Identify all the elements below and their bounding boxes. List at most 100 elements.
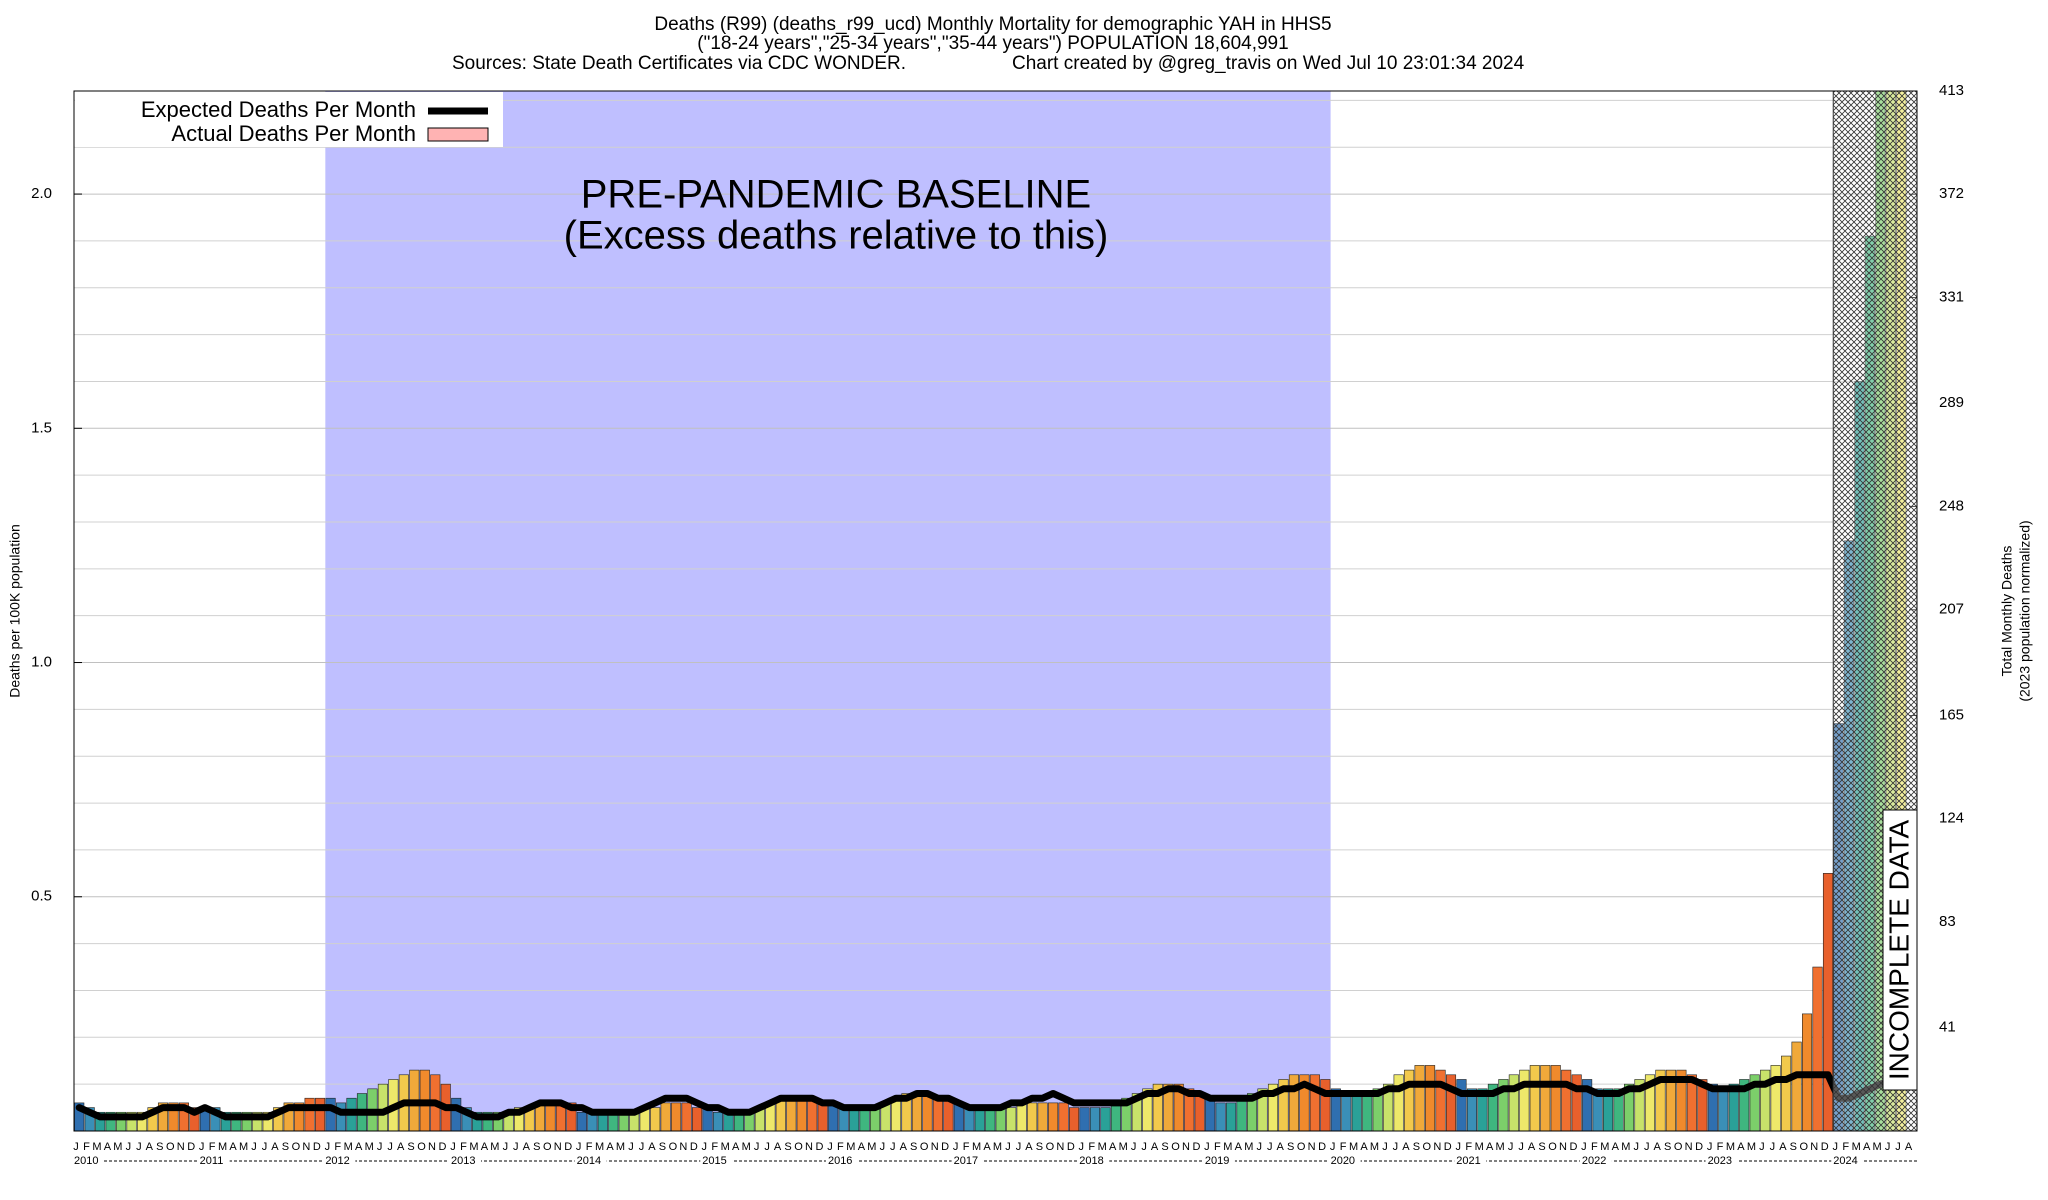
x-tick-label: M [595,1141,604,1153]
bar [932,1097,943,1131]
year-label: 2018 [1079,1155,1103,1167]
bar [681,1102,692,1131]
bar [1069,1107,1080,1131]
bar [1016,1102,1027,1131]
x-tick-label: M [1496,1141,1505,1153]
legend-swatch [427,127,489,142]
x-tick-label: J [1581,1141,1587,1153]
bar [1760,1069,1771,1131]
x-tick-label: O [1297,1141,1306,1153]
x-tick-label: N [1056,1141,1064,1153]
x-tick-label: A [1905,1141,1913,1153]
bar [671,1102,682,1131]
x-tick-label: A [104,1141,112,1153]
year-label-bg [574,1153,607,1169]
bar [325,1097,336,1131]
x-tick-label: J [377,1141,383,1153]
year-label-bg [951,1153,984,1169]
bar [1278,1079,1289,1131]
x-tick-label: O [166,1141,175,1153]
bar [451,1097,462,1131]
x-tick-label: N [679,1141,687,1153]
bar [901,1093,912,1131]
x-tick-label: M [1726,1141,1735,1153]
x-tick-label: J [953,1141,959,1153]
x-tick-label: S [784,1141,791,1153]
x-tick-label: F [963,1141,970,1153]
year-label-bg [1705,1153,1738,1169]
bar [1477,1088,1488,1131]
year-label: 2010 [74,1155,98,1167]
bar [1330,1088,1341,1131]
x-tick-label: S [659,1141,666,1153]
bar [712,1111,724,1131]
x-tick-label: J [1832,1141,1838,1153]
x-tick-label: A [1109,1141,1117,1153]
bar [1236,1097,1247,1131]
year-label-bg [72,1153,104,1169]
year-label-bg [197,1153,230,1169]
bar [1665,1069,1676,1131]
bar [1676,1069,1687,1131]
bar [1435,1069,1446,1131]
x-tick-label: J [1508,1141,1514,1153]
x-tick-label: J [1204,1141,1210,1153]
y-tick-label: 1.5 [31,419,52,436]
x-tick-label: J [1393,1141,1399,1153]
x-tick-label: M [1223,1141,1232,1153]
x-tick-label: M [113,1141,122,1153]
bar [1822,873,1834,1131]
x-tick-label: M [469,1141,478,1153]
bar [1739,1079,1750,1131]
x-tick-label: S [910,1141,917,1153]
chart-title: Deaths (R99) (deaths_r99_ucd) Monthly Mo… [654,14,1331,35]
x-tick-label: A [1486,1141,1494,1153]
source-note: Sources: State Death Certificates via CD… [452,53,906,74]
bar [1686,1074,1697,1131]
bar [1351,1093,1362,1131]
x-tick-label: N [554,1141,562,1153]
y2-tick-label: 331 [1939,288,1964,305]
x-tick-label: S [533,1141,540,1153]
x-tick-label: D [1444,1141,1452,1153]
y2-tick-label: 83 [1939,913,1956,930]
x-tick-label: D [690,1141,698,1153]
x-tick-label: J [576,1141,582,1153]
x-tick-label: J [1456,1141,1462,1153]
bar [1299,1074,1310,1131]
bar [1571,1074,1582,1131]
x-tick-label: J [890,1141,896,1153]
x-tick-label: M [1244,1141,1253,1153]
bar [1226,1102,1237,1131]
bar [1184,1088,1195,1131]
y2-tick-label: 165 [1939,706,1964,723]
x-tick-label: A [481,1141,489,1153]
x-tick-label: F [209,1141,216,1153]
x-tick-label: O [1548,1141,1557,1153]
x-tick-label: A [1528,1141,1536,1153]
x-tick-label: F [1465,1141,1472,1153]
year-label-bg [448,1153,481,1169]
year-label: 2017 [954,1155,978,1167]
bar [1079,1107,1090,1131]
x-tick-label: F [1591,1141,1598,1153]
year-label-bg [323,1153,356,1169]
bar [1445,1074,1457,1131]
x-tick-label: J [754,1141,760,1153]
x-tick-label: D [1569,1141,1577,1153]
bar [1487,1083,1498,1131]
year-label-bg [1831,1153,1864,1169]
x-tick-label: J [827,1141,833,1153]
x-tick-label: J [628,1141,634,1153]
x-tick-label: M [92,1141,101,1153]
credit-note: Chart created by @greg_travis on Wed Jul… [1012,53,1525,74]
x-tick-label: A [983,1141,991,1153]
plot-frame [73,90,1918,1132]
x-tick-label: N [428,1141,436,1153]
bar [1791,1041,1802,1131]
bar [1215,1102,1226,1131]
x-tick-label: N [177,1141,185,1153]
x-tick-label: A [1360,1141,1368,1153]
x-tick-label: J [450,1141,456,1153]
